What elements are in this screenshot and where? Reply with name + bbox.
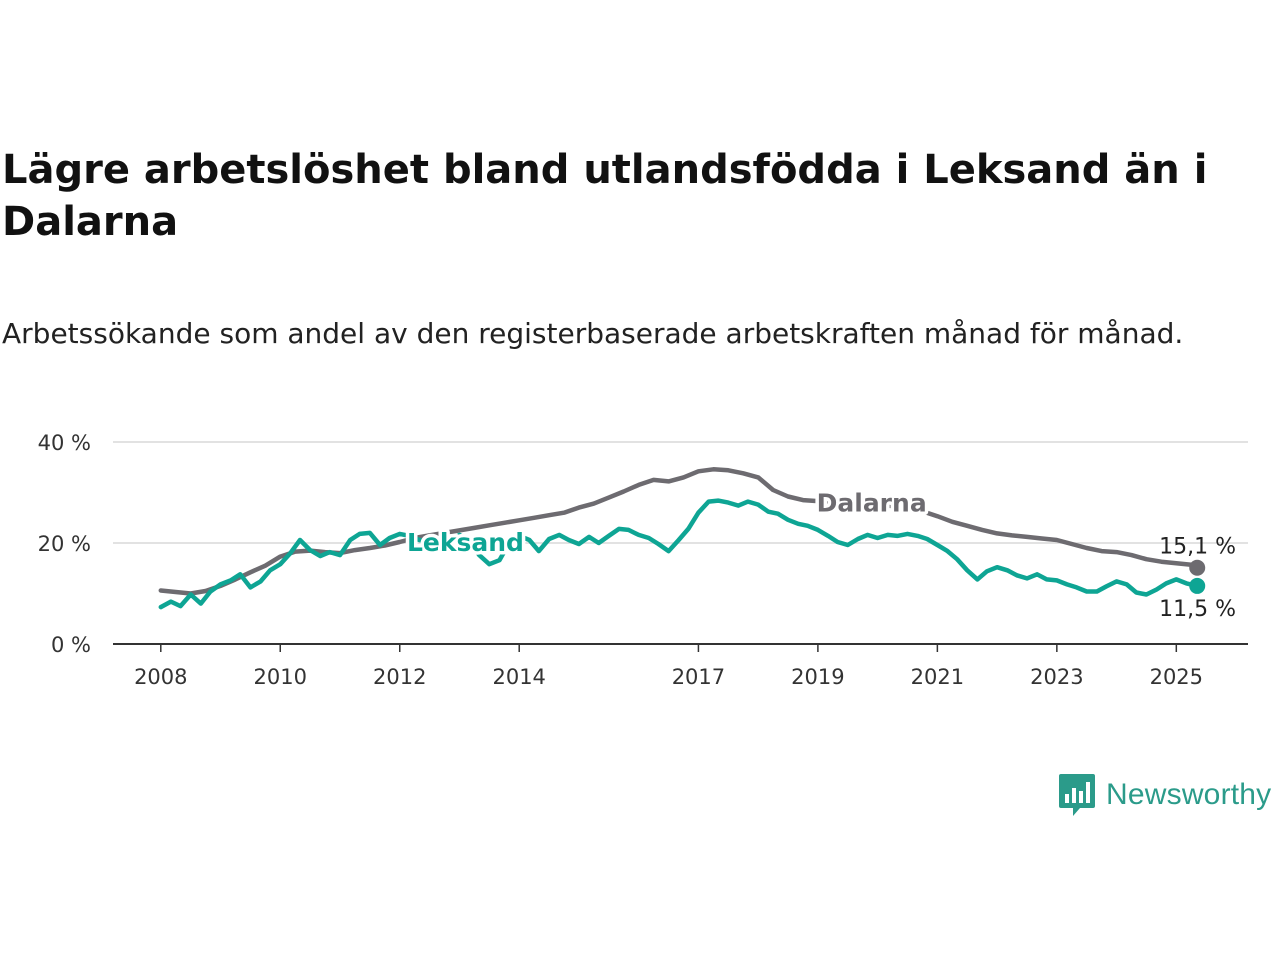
x-tick-label-2023: 2023 <box>1030 665 1083 689</box>
chart-title: Lägre arbetslöshet bland utlandsfödda i … <box>2 147 1208 245</box>
newsworthy-chart-icon <box>1059 774 1095 816</box>
x-tick-label-2008: 2008 <box>134 665 187 689</box>
series-labels: Dalarna Leksand <box>403 485 930 560</box>
series-label-leksand: Leksand <box>407 528 524 557</box>
brand-name: Newsworthy <box>1106 778 1272 811</box>
x-axis-ticks: 2008 2010 2012 2014 2017 2019 2021 2023 2025 <box>134 644 1203 689</box>
end-points: 15,1 % 11,5 % <box>1159 535 1236 622</box>
end-value-label-leksand: 11,5 % <box>1159 597 1236 622</box>
series-lines <box>158 467 1200 610</box>
x-tick-label-2014: 2014 <box>492 665 545 689</box>
x-tick-label-2019: 2019 <box>791 665 844 689</box>
y-tick-label-2: 40 % <box>38 431 91 455</box>
series-label-dalarna: Dalarna <box>817 489 927 518</box>
y-tick-label-0: 0 % <box>51 633 91 657</box>
x-tick-label-2025: 2025 <box>1150 665 1203 689</box>
y-tick-label-1: 20 % <box>38 532 91 556</box>
chart-subtitle: Arbetssökande som andel av den registerb… <box>2 317 1184 350</box>
x-tick-label-2012: 2012 <box>373 665 426 689</box>
end-value-label-dalarna: 15,1 % <box>1159 535 1236 560</box>
y-axis-tick-labels: 0 % 20 % 40 % <box>38 431 91 657</box>
series-line-leksand <box>158 498 1200 610</box>
x-tick-label-2017: 2017 <box>672 665 725 689</box>
end-point-leksand <box>1189 577 1206 594</box>
x-tick-label-2010: 2010 <box>254 665 307 689</box>
x-tick-label-2021: 2021 <box>911 665 964 689</box>
end-point-dalarna <box>1189 559 1206 576</box>
gridlines <box>113 441 1248 544</box>
newsworthy-logo: Newsworthy <box>1058 772 1271 818</box>
